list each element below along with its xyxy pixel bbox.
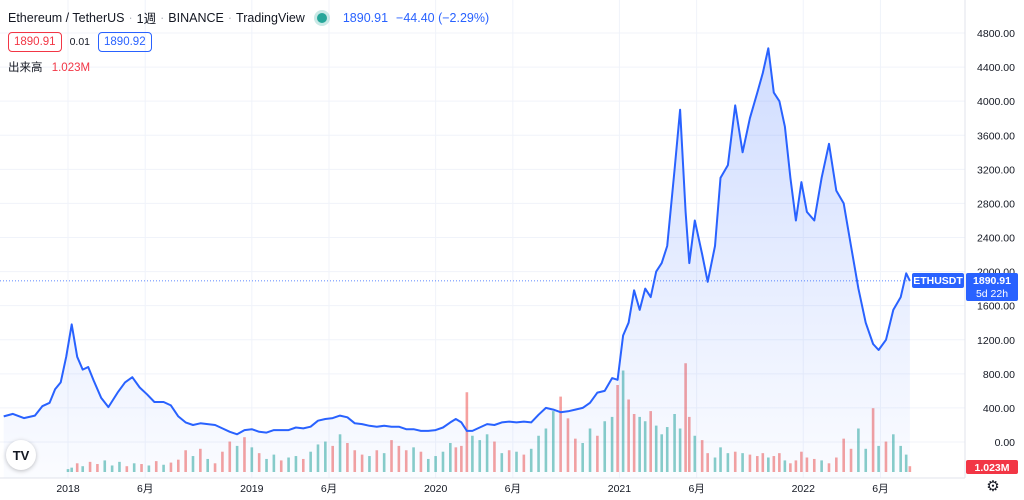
- symbol-tag-text: ETHUSDT: [913, 275, 963, 287]
- time-axis-tick: 2021: [608, 483, 632, 495]
- interval-label[interactable]: 1週: [136, 12, 157, 26]
- price-axis-tick: 4400.00: [977, 62, 1015, 74]
- buy-button[interactable]: 1890.92: [98, 32, 152, 52]
- sell-button[interactable]: 1890.91: [8, 32, 62, 52]
- time-axis-tick: 6月: [137, 483, 153, 495]
- price-tag-value: 1890.91: [973, 275, 1011, 287]
- price-area-fill: [3, 48, 910, 479]
- trade-buttons: 1890.91 0.01 1890.92: [8, 32, 152, 52]
- time-axis-tick: 2022: [792, 483, 816, 495]
- tradingview-logo-icon[interactable]: TV: [6, 440, 36, 470]
- chart-legend: Ethereum / TetherUS · 1週 · BINANCE · Tra…: [8, 8, 489, 27]
- price-axis-tick: 4800.00: [977, 28, 1015, 40]
- price-axis-tick: 400.00: [983, 403, 1015, 415]
- price-axis-tick: 1200.00: [977, 335, 1015, 347]
- price-axis[interactable]: [965, 0, 1024, 478]
- time-axis[interactable]: [0, 478, 1024, 500]
- price-axis-tick: 1600.00: [977, 301, 1015, 313]
- price-axis-tick: 2800.00: [977, 198, 1015, 210]
- volume-legend: 出来高 1.023M: [8, 59, 90, 75]
- time-axis-tick: 2018: [56, 483, 80, 495]
- price-tag-countdown: 5d 22h: [976, 288, 1008, 300]
- price-axis-labels: 0.00400.00800.001200.001600.002000.00240…: [977, 28, 1015, 449]
- price-area: [3, 47, 911, 479]
- volume-tag-bg: [966, 460, 1018, 474]
- price-axis-tick: 800.00: [983, 369, 1015, 381]
- market-status-dot-icon[interactable]: [316, 12, 327, 23]
- volume-label[interactable]: 出来高: [8, 62, 43, 74]
- symbol-name[interactable]: Ethereum / TetherUS: [8, 10, 125, 25]
- volume-tag: 1.023M: [966, 460, 1018, 474]
- time-axis-labels: 2018 6月 2019 6月 2020 6月 2021 6月 2022 6月: [56, 483, 888, 495]
- volume-value: 1.023M: [51, 62, 91, 74]
- price-line: [3, 47, 911, 436]
- time-axis-tick: 6月: [688, 483, 704, 495]
- last-price: 1890.91: [342, 10, 389, 25]
- time-axis-tick: 6月: [505, 483, 521, 495]
- legend-separator: ·: [128, 10, 133, 25]
- time-axis-tick: 6月: [872, 483, 888, 495]
- volume-tag-value: 1.023M: [974, 462, 1009, 474]
- price-axis-tick: 3200.00: [977, 164, 1015, 176]
- exchange-label: BINANCE: [168, 10, 224, 25]
- source-label: TradingView: [236, 10, 305, 25]
- legend-separator: ·: [160, 10, 165, 25]
- symbol-tag-bg: [912, 273, 964, 288]
- price-axis-tick: 4000.00: [977, 96, 1015, 108]
- spread-value: 0.01: [69, 36, 91, 48]
- price-axis-tick: 2400.00: [977, 233, 1015, 245]
- price-axis-tick: 3600.00: [977, 130, 1015, 142]
- gear-icon[interactable]: ⚙: [986, 478, 1000, 495]
- time-axis-tick: 2020: [424, 483, 448, 495]
- symbol-price-tag: ETHUSDT 1890.91 5d 22h: [912, 273, 1018, 301]
- price-axis-tick: 0.00: [995, 437, 1016, 449]
- legend-separator: ·: [227, 10, 233, 25]
- time-axis-tick: 6月: [321, 483, 337, 495]
- price-change: −44.40 (−2.29%): [396, 10, 490, 25]
- time-axis-tick: 2019: [240, 483, 264, 495]
- price-tag-bg: [966, 273, 1018, 301]
